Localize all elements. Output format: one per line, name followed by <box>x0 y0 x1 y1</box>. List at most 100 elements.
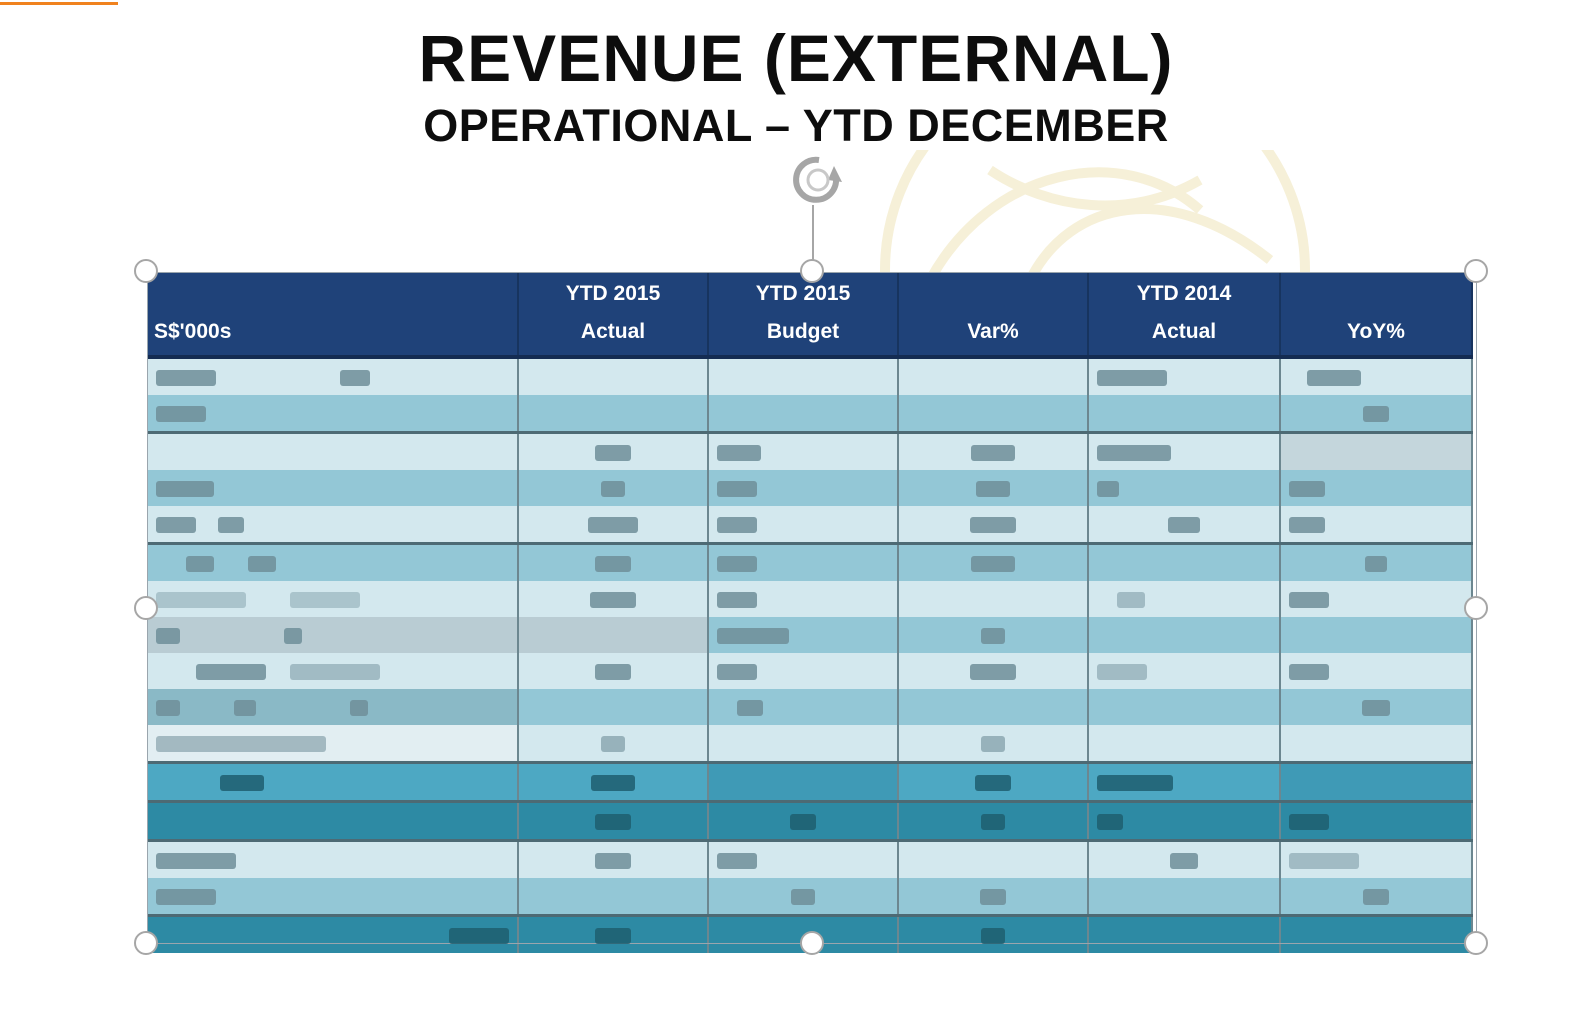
resize-handle-top-left[interactable] <box>134 259 158 283</box>
table-cell[interactable] <box>518 395 709 433</box>
table-cell[interactable] <box>1280 878 1473 916</box>
resize-handle-middle-right[interactable] <box>1464 596 1488 620</box>
header-ytd2015-actual[interactable]: YTD 2015 Actual <box>518 273 709 359</box>
table-cell[interactable] <box>518 581 709 617</box>
resize-handle-bottom-center[interactable] <box>800 931 824 955</box>
table-cell[interactable] <box>898 506 1089 544</box>
table-cell[interactable] <box>148 839 519 878</box>
table-cell[interactable] <box>708 617 899 653</box>
table-cell[interactable] <box>518 689 709 725</box>
resize-handle-bottom-right[interactable] <box>1464 931 1488 955</box>
table-cell[interactable] <box>148 542 519 581</box>
table-cell[interactable] <box>1280 617 1473 653</box>
table-cell[interactable] <box>898 431 1089 470</box>
table-cell[interactable] <box>708 357 899 395</box>
table-cell[interactable] <box>1088 839 1281 878</box>
header-units[interactable]: S$'000s <box>148 273 519 359</box>
table-cell[interactable] <box>708 506 899 544</box>
table-cell[interactable] <box>1280 470 1473 506</box>
resize-handle-middle-left[interactable] <box>134 596 158 620</box>
table-cell[interactable] <box>898 878 1089 916</box>
table-cell[interactable] <box>708 800 899 841</box>
table-cell[interactable] <box>148 653 519 689</box>
table-cell[interactable] <box>898 581 1089 617</box>
table-cell[interactable] <box>898 800 1089 841</box>
table-cell[interactable] <box>1088 357 1281 395</box>
table-cell[interactable] <box>898 839 1089 878</box>
table-cell[interactable] <box>898 617 1089 653</box>
table-cell[interactable] <box>1280 761 1473 802</box>
table-cell[interactable] <box>1280 914 1473 953</box>
table-cell[interactable] <box>1280 357 1473 395</box>
table-cell[interactable] <box>148 357 519 395</box>
table-cell[interactable] <box>1280 542 1473 581</box>
table-cell[interactable] <box>898 689 1089 725</box>
table-cell[interactable] <box>1280 689 1473 725</box>
table-cell[interactable] <box>1088 470 1281 506</box>
table-cell[interactable] <box>1088 431 1281 470</box>
table-cell[interactable] <box>898 725 1089 763</box>
table-cell[interactable] <box>518 878 709 916</box>
table-cell[interactable] <box>1088 653 1281 689</box>
resize-handle-top-center[interactable] <box>800 259 824 283</box>
table-cell[interactable] <box>148 914 519 953</box>
table-cell[interactable] <box>708 761 899 802</box>
table-cell[interactable] <box>708 470 899 506</box>
table-cell[interactable] <box>518 914 709 953</box>
table-cell[interactable] <box>1088 725 1281 763</box>
table-cell[interactable] <box>148 506 519 544</box>
header-var-pct[interactable]: Var% <box>898 273 1089 359</box>
table-cell[interactable] <box>1280 395 1473 433</box>
table-cell[interactable] <box>1088 581 1281 617</box>
table-cell[interactable] <box>148 617 519 653</box>
table-cell[interactable] <box>518 431 709 470</box>
table-cell[interactable] <box>518 761 709 802</box>
revenue-table-object[interactable]: S$'000s YTD 2015 Actual YTD 2015 Budget Va… <box>147 272 1477 953</box>
resize-handle-top-right[interactable] <box>1464 259 1488 283</box>
header-yoy-pct[interactable]: YoY% <box>1280 273 1473 359</box>
table-cell[interactable] <box>518 506 709 544</box>
table-cell[interactable] <box>708 395 899 433</box>
table-cell[interactable] <box>708 839 899 878</box>
table-cell[interactable] <box>1088 800 1281 841</box>
table-cell[interactable] <box>708 725 899 763</box>
resize-handle-bottom-left[interactable] <box>134 931 158 955</box>
table-cell[interactable] <box>1088 878 1281 916</box>
table-cell[interactable] <box>898 914 1089 953</box>
table-cell[interactable] <box>708 431 899 470</box>
table-cell[interactable] <box>898 395 1089 433</box>
table-cell[interactable] <box>1088 542 1281 581</box>
table-cell[interactable] <box>148 470 519 506</box>
table-cell[interactable] <box>898 653 1089 689</box>
table-cell[interactable] <box>898 357 1089 395</box>
table-cell[interactable] <box>518 653 709 689</box>
table-cell[interactable] <box>708 581 899 617</box>
table-cell[interactable] <box>518 470 709 506</box>
table-cell[interactable] <box>1280 506 1473 544</box>
slide-title[interactable]: REVENUE (EXTERNAL) <box>418 21 1174 95</box>
slide-subtitle[interactable]: OPERATIONAL – YTD DECEMBER <box>423 100 1169 151</box>
table-cell[interactable] <box>1088 617 1281 653</box>
table-cell[interactable] <box>148 689 519 725</box>
table-cell[interactable] <box>148 761 519 802</box>
table-cell[interactable] <box>148 878 519 916</box>
table-cell[interactable] <box>518 800 709 841</box>
header-ytd2014-actual[interactable]: YTD 2014 Actual <box>1088 273 1281 359</box>
table-cell[interactable] <box>1280 800 1473 841</box>
table-cell[interactable] <box>708 689 899 725</box>
table-cell[interactable] <box>1280 581 1473 617</box>
rotate-handle-icon[interactable] <box>782 148 856 214</box>
table-cell[interactable] <box>1280 431 1473 470</box>
table-cell[interactable] <box>148 581 519 617</box>
header-ytd2015-budget[interactable]: YTD 2015 Budget <box>708 273 899 359</box>
table-cell[interactable] <box>898 761 1089 802</box>
table-cell[interactable] <box>708 878 899 916</box>
table-cell[interactable] <box>148 431 519 470</box>
table-cell[interactable] <box>518 542 709 581</box>
table-cell[interactable] <box>518 839 709 878</box>
table-cell[interactable] <box>148 725 519 763</box>
table-cell[interactable] <box>518 357 709 395</box>
table-cell[interactable] <box>708 542 899 581</box>
table-cell[interactable] <box>708 653 899 689</box>
table-cell[interactable] <box>1280 725 1473 763</box>
